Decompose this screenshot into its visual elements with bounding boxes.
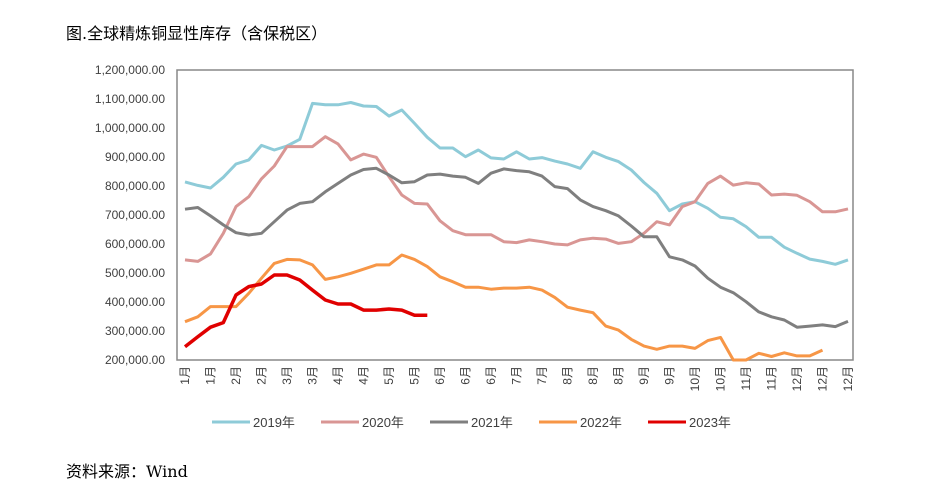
y-tick-label: 1,200,000.00 xyxy=(95,63,165,77)
x-tick-label: 12月 xyxy=(790,366,804,391)
x-tick-label: 6月 xyxy=(433,366,447,385)
y-tick-label: 400,000.00 xyxy=(105,295,165,309)
series-line-2020年 xyxy=(184,135,849,263)
x-tick-label: 10月 xyxy=(714,366,728,391)
x-tick-label: 2月 xyxy=(229,366,243,385)
chart-title: 图.全球精炼铜显性库存（含保税区） xyxy=(66,24,328,43)
x-tick-label: 11月 xyxy=(765,366,779,390)
legend-label: 2022年 xyxy=(580,415,622,430)
legend-label: 2020年 xyxy=(362,415,404,430)
y-tick-label: 1,000,000.00 xyxy=(95,121,165,135)
x-tick-label: 2月 xyxy=(255,366,269,385)
x-tick-label: 7月 xyxy=(510,366,524,385)
x-tick-label: 5月 xyxy=(382,366,396,385)
series-line-2023年 xyxy=(183,273,428,349)
x-tick-label: 4月 xyxy=(331,366,345,385)
legend-label: 2019年 xyxy=(253,415,295,430)
y-tick-label: 600,000.00 xyxy=(105,237,165,251)
x-tick-label: 8月 xyxy=(586,366,600,385)
x-tick-label: 3月 xyxy=(306,366,320,385)
legend-label: 2023年 xyxy=(689,415,731,430)
y-tick-label: 800,000.00 xyxy=(105,179,165,193)
x-tick-label: 8月 xyxy=(561,366,575,385)
y-tick-label: 700,000.00 xyxy=(105,208,165,222)
source-note: 资料来源：Wind xyxy=(66,462,188,481)
y-tick-label: 200,000.00 xyxy=(105,353,165,367)
series-line-2022年 xyxy=(184,253,824,362)
x-tick-label: 1月 xyxy=(204,366,218,385)
x-tick-label: 4月 xyxy=(357,366,371,385)
y-tick-label: 1,100,000.00 xyxy=(95,92,165,106)
x-tick-label: 6月 xyxy=(459,366,473,385)
y-tick-label: 300,000.00 xyxy=(105,324,165,338)
plot-area xyxy=(176,69,854,361)
series-line-2021年 xyxy=(184,166,849,329)
x-tick-label: 5月 xyxy=(408,366,422,385)
legend-label: 2021年 xyxy=(471,415,513,430)
x-tick-label: 6月 xyxy=(484,366,498,385)
x-tick-label: 1月 xyxy=(178,366,192,385)
x-tick-label: 9月 xyxy=(637,366,651,385)
x-tick-label: 7月 xyxy=(535,366,549,385)
y-tick-label: 900,000.00 xyxy=(105,150,165,164)
x-tick-label: 12月 xyxy=(816,366,830,391)
y-tick-label: 500,000.00 xyxy=(105,266,165,280)
x-tick-label: 12月 xyxy=(841,366,855,391)
x-tick-label: 3月 xyxy=(280,366,294,385)
x-tick-label: 8月 xyxy=(612,366,626,385)
x-tick-label: 10月 xyxy=(688,366,702,391)
x-tick-label: 11月 xyxy=(739,366,753,390)
x-tick-label: 9月 xyxy=(663,366,677,385)
